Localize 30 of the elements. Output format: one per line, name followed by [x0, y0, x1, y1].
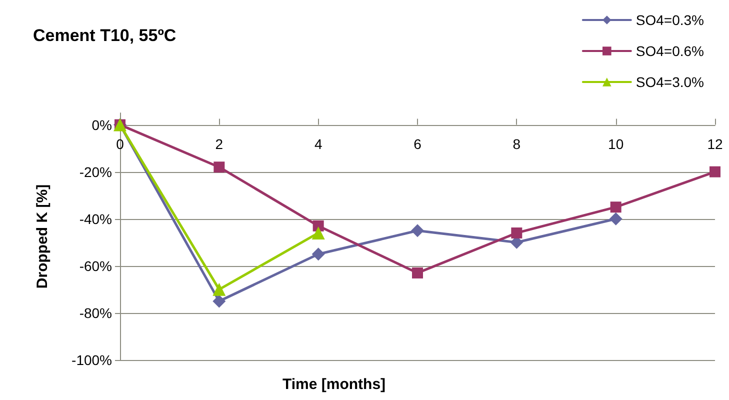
x-tick-label: 0: [116, 136, 124, 152]
x-axis-title: Time [months]: [282, 376, 386, 393]
legend-label: SO4=0.3%: [636, 12, 704, 28]
y-tick-label: -20%: [79, 164, 112, 180]
point: [411, 224, 424, 238]
point: [212, 294, 226, 308]
x-tick-label: 4: [314, 136, 322, 152]
point: [312, 226, 325, 240]
x-tick-label: 12: [707, 136, 723, 152]
x-tick-label: 2: [215, 136, 224, 152]
legend-label: SO4=3.0%: [636, 74, 704, 90]
point: [511, 227, 522, 238]
point: [212, 282, 226, 296]
x-tick-label: 10: [608, 136, 624, 152]
y-tick-label: -60%: [79, 258, 112, 274]
point: [214, 162, 225, 173]
legend-label: SO4=0.6%: [636, 43, 704, 59]
point: [610, 202, 622, 213]
y-tick-label: -100%: [72, 352, 112, 368]
y-tick-label: -40%: [79, 210, 112, 227]
point: [412, 267, 423, 278]
y-tick-label: 0%: [92, 116, 112, 133]
point: [710, 166, 720, 178]
point: [609, 212, 622, 226]
y-axis-title: Dropped K [%]: [34, 184, 51, 289]
y-tick-label: -80%: [79, 304, 112, 321]
x-tick-label: 8: [512, 136, 521, 152]
chart-title: Cement T10, 55ºC: [33, 26, 176, 45]
x-tick-label: 6: [414, 136, 422, 152]
point: [312, 248, 325, 261]
